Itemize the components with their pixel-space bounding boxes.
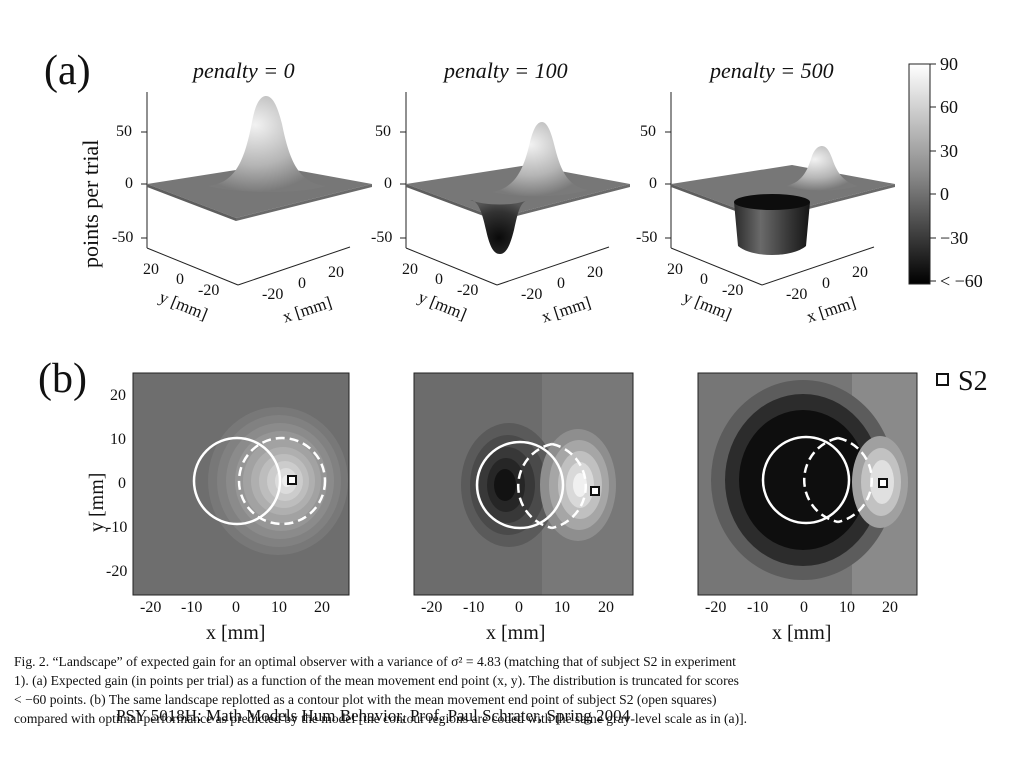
colorbar-tick: 0	[940, 184, 949, 204]
x-tick: -20	[786, 286, 808, 303]
x-tick-b: -10	[463, 599, 485, 616]
x-tick: 0	[822, 275, 830, 292]
title-penalty-100: penalty = 100	[444, 58, 568, 83]
x-tick: 0	[298, 275, 306, 292]
colorbar-tick: < −60	[940, 271, 983, 291]
z-tick: 0	[125, 175, 133, 192]
x-tick: 0	[557, 275, 565, 292]
y-tick-b: 10	[110, 431, 126, 448]
contour-plot-penalty-0	[132, 372, 350, 596]
z-tick: -50	[636, 229, 658, 246]
caption-line: 1). (a) Expected gain (in points per tri…	[14, 673, 739, 688]
title-penalty-0: penalty = 0	[193, 58, 295, 83]
z-tick: 50	[375, 123, 391, 140]
colorbar-tick: 60	[940, 97, 958, 117]
z-tick: 50	[640, 123, 656, 140]
x-tick: 20	[328, 264, 344, 281]
colorbar	[908, 63, 936, 285]
legend-s2: S2	[936, 366, 988, 398]
legend-label: S2	[958, 366, 988, 397]
x-axis-label-b: x [mm]	[206, 622, 266, 644]
x-tick-b: 20	[882, 599, 898, 616]
colorbar-tick: 90	[940, 54, 958, 74]
x-tick: -20	[521, 286, 543, 303]
x-tick-b: 20	[314, 599, 330, 616]
y-tick-b: 0	[118, 475, 126, 492]
z-tick: 50	[116, 123, 132, 140]
panel-b-label: (b)	[38, 356, 87, 402]
slide-footer: PSY 5018H: Math Models Hum Behavior, Pro…	[116, 706, 631, 725]
x-tick-b: -10	[747, 599, 769, 616]
x-tick-b: -10	[181, 599, 203, 616]
surface-plot-penalty-500	[665, 92, 895, 286]
y-tick: -20	[722, 282, 744, 299]
x-tick-b: 0	[232, 599, 240, 616]
x-tick-b: -20	[705, 599, 727, 616]
y-tick: -20	[457, 282, 479, 299]
caption-line: Fig. 2. “Landscape” of expected gain for…	[14, 654, 736, 669]
y-tick-b: 20	[110, 387, 126, 404]
contour-plot-penalty-500	[697, 372, 918, 596]
x-tick-b: 10	[271, 599, 287, 616]
y-tick-b: -10	[106, 519, 128, 536]
x-tick-b: -20	[140, 599, 162, 616]
x-tick-b: 10	[554, 599, 570, 616]
x-tick: 20	[852, 264, 868, 281]
y-tick: 20	[667, 261, 683, 278]
caption-line: compared with optimal performance as pre…	[14, 711, 748, 726]
x-tick: 20	[587, 264, 603, 281]
y-tick-b: -20	[106, 563, 128, 580]
x-axis-label-b: x [mm]	[772, 622, 832, 644]
caption-line: < −60 points. (b) The same landscape rep…	[14, 692, 717, 707]
y-tick: -20	[198, 282, 220, 299]
y-tick: 0	[435, 271, 443, 288]
x-tick-b: -20	[421, 599, 443, 616]
z-axis-label: points per trial	[78, 139, 103, 268]
z-tick: -50	[112, 229, 134, 246]
contour-plot-penalty-100	[413, 372, 634, 596]
x-tick-b: 0	[800, 599, 808, 616]
y-tick: 0	[700, 271, 708, 288]
surface-plot-penalty-100	[400, 92, 630, 286]
x-tick-b: 0	[515, 599, 523, 616]
open-square-icon	[936, 373, 949, 387]
surface-plot-penalty-0	[141, 92, 372, 286]
z-tick: 0	[649, 175, 657, 192]
y-tick: 0	[176, 271, 184, 288]
y-tick: 20	[143, 261, 159, 278]
figure-caption: Fig. 2. “Landscape” of expected gain for…	[14, 652, 1018, 728]
x-tick-b: 10	[839, 599, 855, 616]
x-axis-label-b: x [mm]	[486, 622, 546, 644]
colorbar-tick: 30	[940, 141, 958, 161]
panel-a-label: (a)	[44, 48, 91, 94]
title-penalty-500: penalty = 500	[710, 58, 834, 83]
z-tick: -50	[371, 229, 393, 246]
y-tick: 20	[402, 261, 418, 278]
colorbar-tick: −30	[940, 228, 969, 248]
x-tick: -20	[262, 286, 284, 303]
x-tick-b: 20	[598, 599, 614, 616]
z-tick: 0	[384, 175, 392, 192]
